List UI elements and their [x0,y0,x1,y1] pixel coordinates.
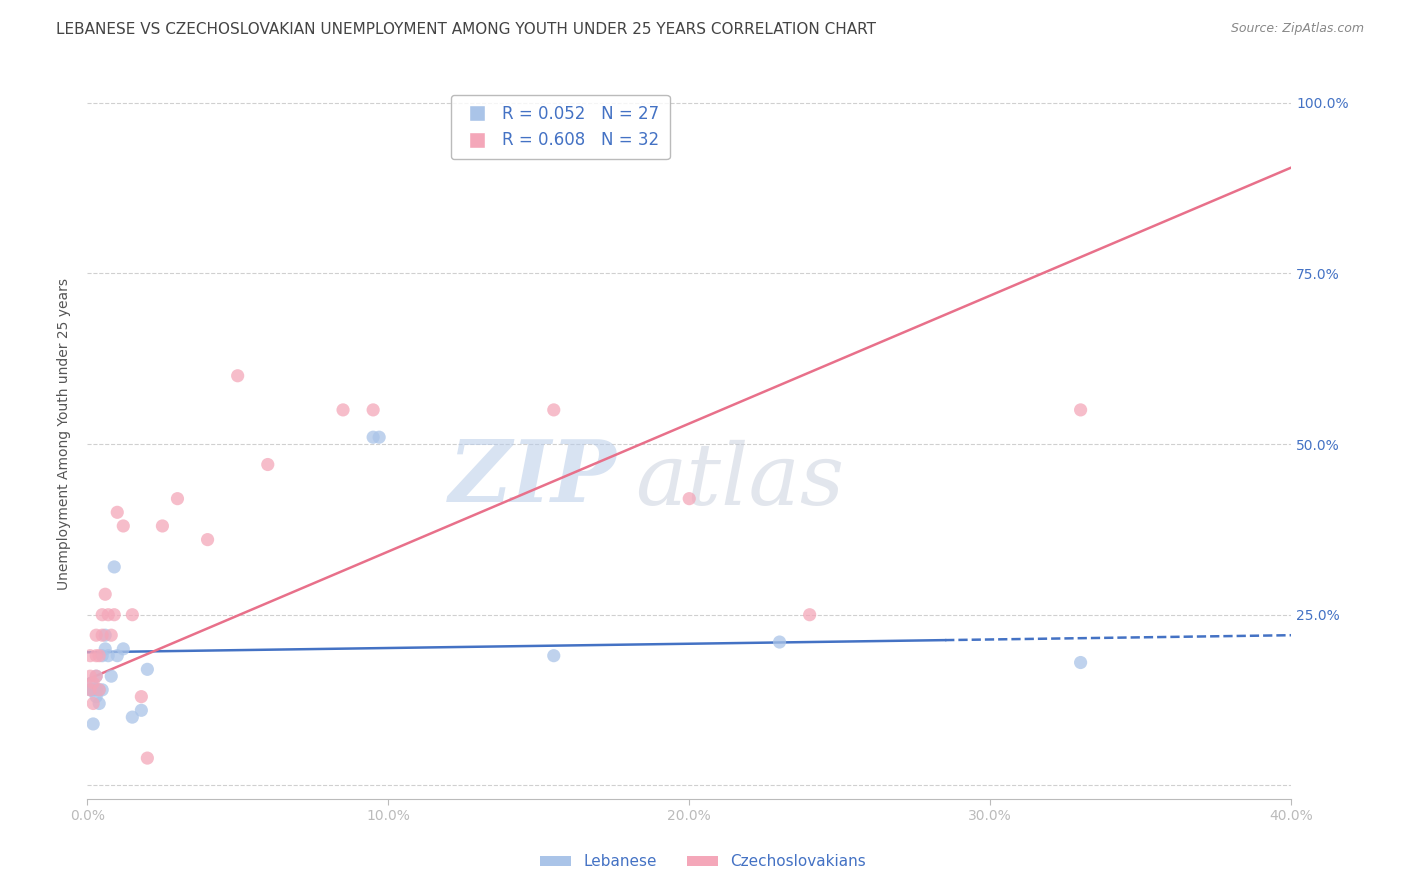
Y-axis label: Unemployment Among Youth under 25 years: Unemployment Among Youth under 25 years [58,277,72,590]
Point [89,697,111,711]
Point [91,682,114,697]
Point [84,669,107,683]
Point [89,682,111,697]
Point [94,587,117,601]
Point [82,697,104,711]
Point [131,703,153,717]
Point [84,648,107,663]
Point [80,676,103,690]
Point [131,690,153,704]
Point [80,682,103,697]
Point [152,519,174,533]
Point [226,368,249,383]
Point [84,628,107,642]
Point [361,430,384,444]
Point [121,710,143,724]
Point [103,560,125,574]
Text: atlas: atlas [636,440,844,523]
Point [121,607,143,622]
Point [84,690,107,704]
Point [1070,403,1092,417]
Point [84,682,107,697]
Point [368,430,391,444]
Point [89,682,111,697]
Point [94,641,117,656]
Point [91,628,114,642]
Legend: Lebanese, Czechoslovakians: Lebanese, Czechoslovakians [534,848,872,875]
Point [84,669,107,683]
Point [79,669,101,683]
Point [80,682,103,697]
Point [91,648,114,663]
Point [543,648,565,663]
Point [799,607,821,622]
Point [97,648,120,663]
Point [82,717,104,731]
Point [105,505,128,519]
Point [166,491,188,506]
Point [100,669,122,683]
Point [79,648,101,663]
Point [678,491,700,506]
Point [112,519,135,533]
Point [197,533,219,547]
Point [105,648,128,663]
Point [89,648,111,663]
Point [256,458,278,472]
Point [82,676,104,690]
Point [543,403,565,417]
Point [79,682,101,697]
Point [112,641,135,656]
Point [97,607,120,622]
Text: Source: ZipAtlas.com: Source: ZipAtlas.com [1230,22,1364,36]
Point [103,607,125,622]
Point [100,628,122,642]
Point [1070,656,1092,670]
Point [361,403,384,417]
Point [82,682,104,697]
Point [91,607,114,622]
Point [768,635,790,649]
Point [332,403,354,417]
Text: ZIP: ZIP [449,436,617,519]
Point [94,628,117,642]
Point [136,751,159,765]
Text: LEBANESE VS CZECHOSLOVAKIAN UNEMPLOYMENT AMONG YOUTH UNDER 25 YEARS CORRELATION : LEBANESE VS CZECHOSLOVAKIAN UNEMPLOYMENT… [56,22,876,37]
Legend: R = 0.052   N = 27, R = 0.608   N = 32: R = 0.052 N = 27, R = 0.608 N = 32 [451,95,669,160]
Point [136,662,159,676]
